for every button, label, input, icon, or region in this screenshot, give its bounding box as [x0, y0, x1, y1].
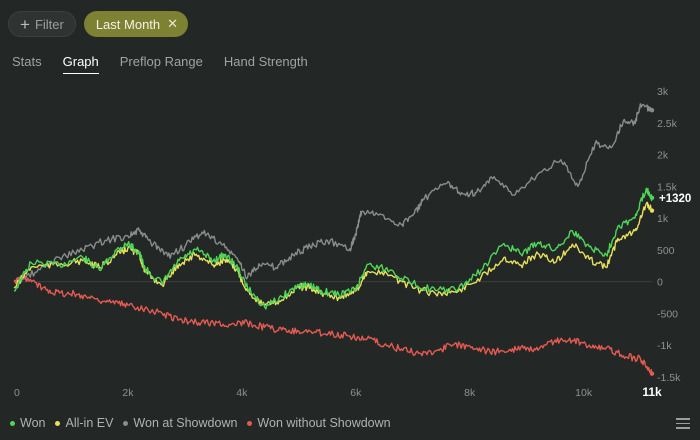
chart-legend: Won All-in EV Won at Showdown Won withou… [10, 416, 391, 430]
series-line-won-at-showdown [13, 103, 653, 283]
x-tick-label: 6k [350, 387, 362, 399]
tab-hand-strength[interactable]: Hand Strength [223, 54, 308, 69]
legend-item-all-in-ev[interactable]: All-in EV [55, 416, 113, 430]
y-tick-label: -500 [657, 308, 678, 320]
profit-graph: 3k 2.5k 2k 1.5k 1k 500 0 -500 -1k -1.5k 0 2k 4k 6k 8k 1… [13, 86, 691, 399]
y-tick-label: 1k [657, 213, 669, 225]
legend-item-won[interactable]: Won [10, 416, 45, 430]
tab-stats[interactable]: Stats [12, 54, 42, 69]
final-value-label: +1320 [659, 193, 691, 205]
y-tick-label: 2k [657, 150, 669, 162]
hamburger-menu-icon[interactable] [676, 418, 690, 429]
x-tick-label: 0 [14, 387, 20, 399]
tab-bar: Stats Graph Preflop Range Hand Strength [12, 54, 308, 74]
series-line-won [13, 187, 653, 310]
series-end-point [649, 371, 655, 376]
series-line-all-in-ev [13, 201, 653, 307]
active-filter-label: Last Month [95, 16, 161, 32]
y-tick-label: 3k [657, 86, 669, 98]
legend-label: Won at Showdown [133, 416, 238, 430]
legend-dot [10, 420, 15, 426]
x-tick-label: 2k [122, 387, 134, 399]
legend-label: Won without Showdown [257, 416, 391, 430]
y-tick-label: 0 [657, 277, 663, 289]
legend-label: All-in EV [65, 416, 114, 430]
x-tick-label: 11k [642, 385, 662, 399]
filter-button[interactable]: + Filter [8, 11, 76, 37]
y-tick-label: -1.5k [657, 372, 681, 384]
y-tick-label: 500 [657, 245, 675, 257]
legend-label: Won [20, 416, 46, 430]
close-icon[interactable]: ✕ [167, 16, 179, 31]
legend-dot [247, 420, 253, 426]
filter-bar: + Filter Last Month ✕ [8, 11, 189, 37]
legend-item-won-without-showdown[interactable]: Won without Showdown [247, 416, 391, 430]
x-tick-label: 10k [575, 387, 593, 399]
x-tick-label: 4k [236, 387, 248, 399]
legend-dot [123, 420, 129, 426]
series-line-won-without-showdown [13, 274, 653, 374]
filter-label: Filter [34, 16, 64, 32]
x-tick-label: 8k [464, 387, 476, 399]
series-end-point [649, 108, 655, 113]
legend-dot [55, 420, 61, 426]
legend-item-won-at-showdown[interactable]: Won at Showdown [123, 416, 237, 430]
y-tick-label: 2.5k [657, 118, 678, 130]
plus-icon: + [20, 14, 30, 34]
y-tick-label: 1.5k [657, 181, 678, 193]
y-tick-label: -1k [657, 340, 672, 352]
series-end-point [649, 195, 655, 201]
active-filter-chip[interactable]: Last Month ✕ [83, 11, 189, 37]
series-end-point [649, 208, 655, 213]
tab-graph[interactable]: Graph [62, 54, 99, 74]
tab-preflop-range[interactable]: Preflop Range [119, 54, 203, 69]
